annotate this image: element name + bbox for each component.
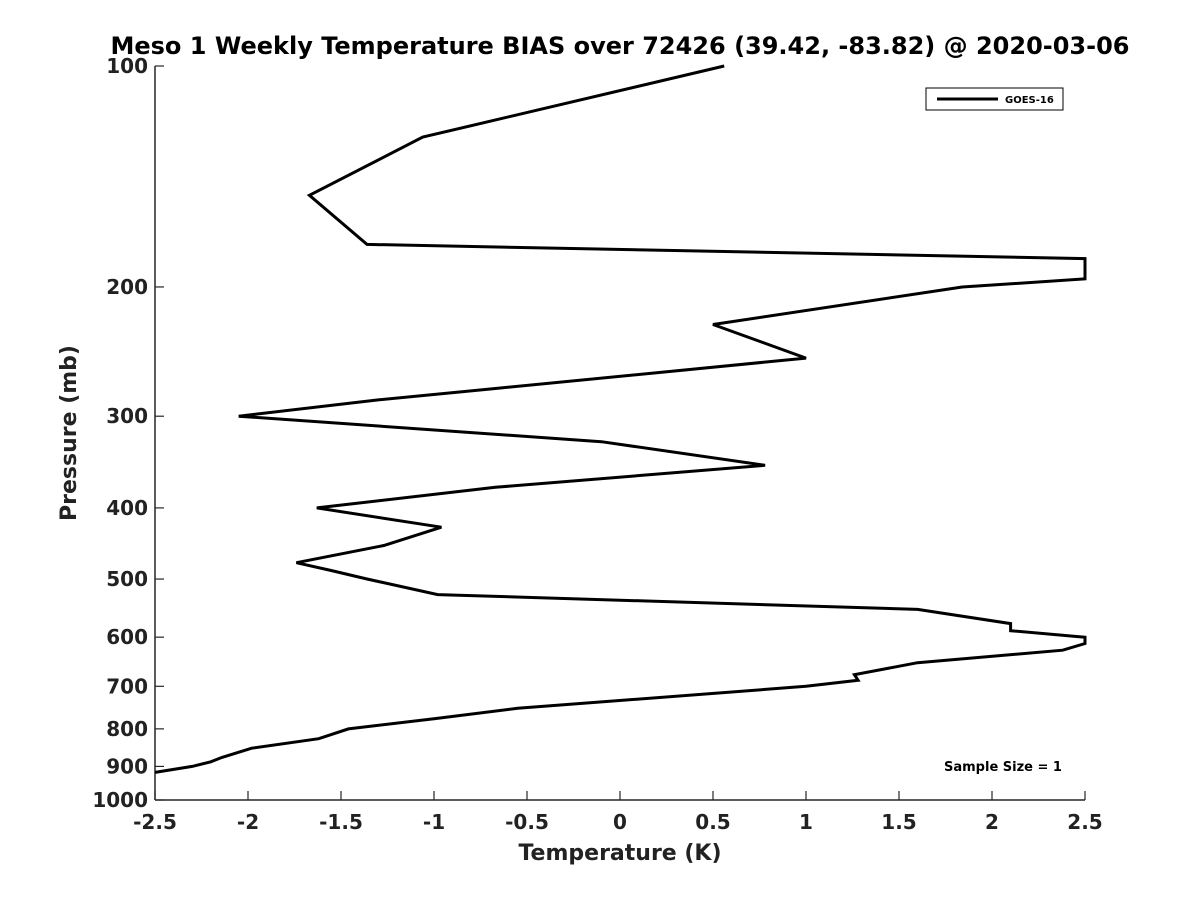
x-tick-label: 1: [799, 810, 813, 834]
y-axis-label: Pressure (mb): [57, 345, 82, 521]
x-tick-label: -1: [423, 810, 445, 834]
y-tick-label: 700: [106, 674, 148, 698]
y-tick-label: 800: [106, 717, 148, 741]
x-tick-label: -1.5: [319, 810, 363, 834]
y-axis-ticks: 100 200 300 400 500 600 700 800 900 1000: [92, 54, 164, 812]
x-tick-label: 2.5: [1067, 810, 1102, 834]
y-tick-label: 600: [106, 625, 148, 649]
x-tick-label: 2: [985, 810, 999, 834]
legend-entry-goes16: GOES-16: [1005, 95, 1054, 106]
x-axis-ticks: -2.5 -2 -1.5 -1 -0.5 0 0.5 1 1.5 2 2.5: [133, 791, 1103, 834]
y-tick-label: 100: [106, 54, 148, 78]
x-axis-label: Temperature (K): [518, 841, 721, 866]
x-tick-label: 1.5: [881, 810, 916, 834]
plot-area: -2.5 -2 -1.5 -1 -0.5 0 0.5 1 1.5 2 2.5 100 200 300 40…: [92, 54, 1102, 834]
x-tick-label: -2: [237, 810, 259, 834]
y-tick-label: 900: [106, 754, 148, 778]
legend: GOES-16: [925, 87, 1064, 111]
y-tick-label: 1000: [92, 788, 148, 812]
x-tick-label: 0: [613, 810, 627, 834]
x-tick-label: -0.5: [505, 810, 549, 834]
y-tick-label: 400: [106, 496, 148, 520]
y-tick-label: 300: [106, 404, 148, 428]
series-line-goes16: [154, 64, 1087, 774]
x-tick-label: -2.5: [133, 810, 177, 834]
chart-title: Meso 1 Weekly Temperature BIAS over 7242…: [110, 32, 1129, 60]
y-tick-label: 200: [106, 275, 148, 299]
sample-size-annotation: Sample Size = 1: [944, 760, 1062, 775]
y-tick-label: 500: [106, 567, 148, 591]
x-tick-label: 0.5: [695, 810, 730, 834]
